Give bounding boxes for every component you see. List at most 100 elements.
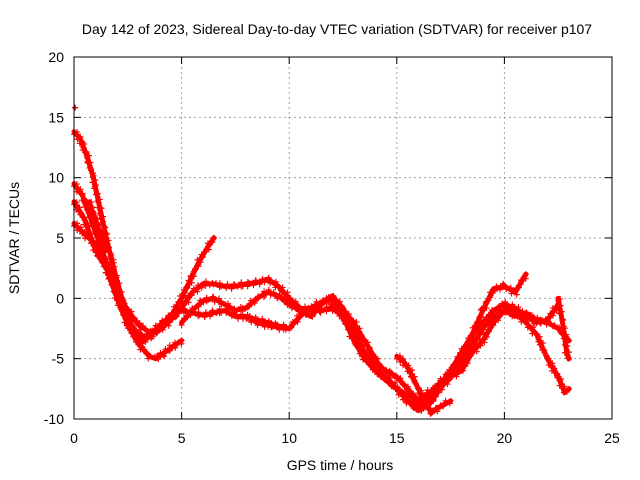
data-point [162,346,169,353]
data-point [395,387,402,394]
data-point [82,235,89,242]
data-point [522,271,529,278]
data-point [407,388,414,395]
data-point [107,250,114,257]
series-track-7 [243,292,561,407]
data-point [411,398,418,405]
data-point [358,332,365,339]
data-point [110,259,117,266]
data-point [361,351,368,358]
data-point [170,303,177,310]
data-point [361,341,368,348]
data-point [274,323,281,330]
data-point [89,173,96,180]
data-point [428,409,435,416]
data-point [342,319,349,326]
data-point [77,224,84,231]
data-point [527,314,534,321]
data-point [560,335,567,342]
data-point [205,242,212,249]
data-point [563,342,570,349]
data-point [332,299,339,306]
data-point [515,284,522,291]
data-point [454,353,461,360]
data-point [495,306,502,313]
data-point [477,342,484,349]
data-point [124,325,131,332]
data-point [196,312,203,319]
data-point [349,331,356,338]
data-point [416,400,423,407]
data-point [309,313,316,320]
data-point [406,393,413,400]
data-point [102,264,109,271]
data-point [537,320,544,327]
data-point [81,214,88,221]
data-point [254,322,261,329]
data-point [279,284,286,291]
data-point [175,310,182,317]
data-point [209,293,216,300]
data-point [380,373,387,380]
data-point [483,333,490,340]
data-point [288,324,295,331]
data-point [549,312,556,319]
data-point [276,292,283,299]
data-point [181,316,188,323]
data-point [293,318,300,325]
data-point [172,344,179,351]
data-point [100,260,107,267]
y-tick-label: 15 [48,109,64,125]
data-point [255,293,262,300]
data-point [464,358,471,365]
data-point [73,132,80,139]
plot-frame [73,56,613,420]
data-point [95,199,102,206]
data-point [93,215,100,222]
data-point [195,309,202,316]
data-point [557,375,564,382]
data-point [491,287,498,294]
data-point [128,308,135,315]
data-point [470,346,477,353]
data-point [143,349,150,356]
data-point [557,377,564,384]
data-point [334,306,341,313]
data-point [189,308,196,315]
data-point [410,402,417,409]
data-point [507,284,514,291]
data-point [419,393,426,400]
data-point [210,235,217,241]
data-point [489,309,496,316]
data-point [165,322,172,329]
data-point [463,340,470,347]
data-point [477,313,484,320]
data-point [76,140,83,147]
data-point [192,266,199,273]
data-point [128,323,135,330]
data-point [190,285,197,292]
data-point [400,355,407,362]
data-point [351,340,358,347]
chart-title: Day 142 of 2023, Sidereal Day-to-day VTE… [82,21,592,37]
data-point [107,273,114,280]
data-point [178,337,185,344]
data-point [80,144,87,151]
data-point [551,322,558,329]
data-point [172,313,179,320]
data-point [459,348,466,355]
data-point [222,301,229,308]
data-point [211,298,218,305]
data-point [179,299,186,306]
data-point [493,283,500,290]
data-point [202,278,209,285]
data-point [153,325,160,332]
data-point [172,307,179,314]
data-point [207,313,214,320]
data-point [405,398,412,405]
data-point [418,387,425,394]
data-point [76,204,83,211]
data-point [558,382,565,389]
data-point [246,280,253,287]
data-point [523,317,530,324]
